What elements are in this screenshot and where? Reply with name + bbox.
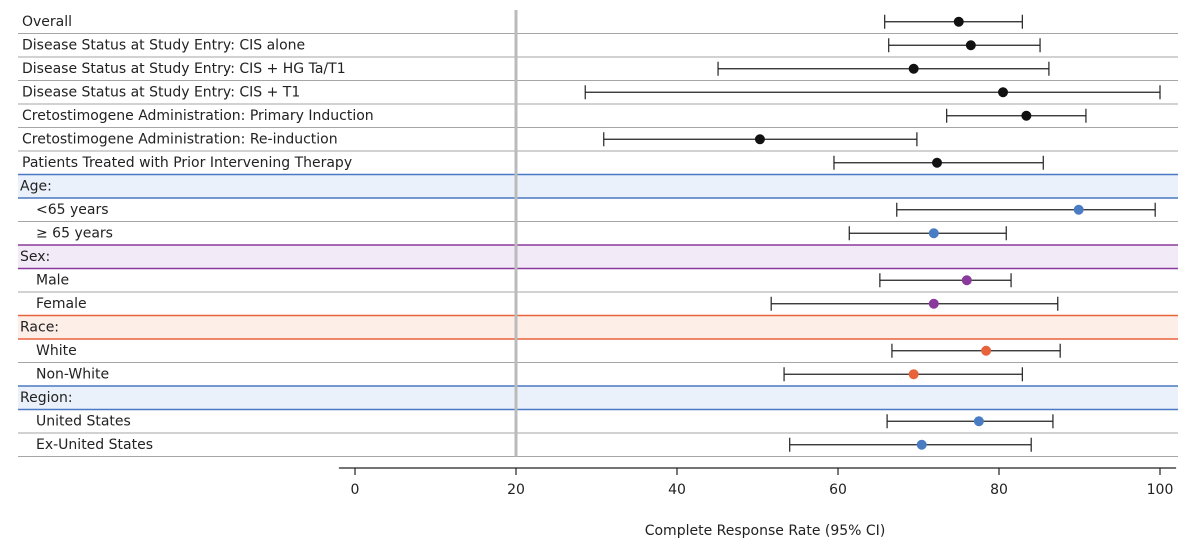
group-label: Age:	[20, 178, 52, 194]
row-label: Overall	[22, 14, 72, 30]
point-estimate	[916, 439, 927, 450]
group-band	[18, 386, 1178, 410]
point-estimate	[928, 228, 939, 239]
rows	[18, 33, 1178, 457]
row-label: Disease Status at Study Entry: CIS + T1	[22, 84, 300, 100]
point-estimate	[1021, 110, 1032, 121]
row-label: Male	[36, 272, 69, 288]
row-label: Disease Status at Study Entry: CIS alone	[22, 37, 305, 53]
point-estimate	[908, 369, 919, 380]
point-estimate	[928, 298, 939, 309]
row-label: United States	[36, 413, 131, 429]
group-band	[18, 245, 1178, 269]
row-label: Cretostimogene Administration: Re-induct…	[22, 131, 338, 147]
x-tick-label: 100	[1147, 482, 1174, 498]
row-label: <65 years	[36, 202, 109, 218]
group-band	[18, 315, 1178, 339]
row-label: Non-White	[36, 366, 109, 382]
x-tick-label: 0	[351, 482, 360, 498]
group-label: Sex:	[20, 249, 50, 265]
row-label: Patients Treated with Prior Intervening …	[22, 155, 352, 171]
row-label: White	[36, 343, 77, 359]
point-estimate	[754, 134, 765, 145]
row-label: Cretostimogene Administration: Primary I…	[22, 108, 374, 124]
point-estimate	[908, 63, 919, 74]
point-estimate	[973, 416, 984, 427]
point-estimate	[932, 157, 943, 168]
point-estimate	[998, 87, 1009, 98]
group-band	[18, 174, 1178, 198]
x-axis-label: Complete Response Rate (95% CI)	[645, 523, 886, 539]
group-label: Race:	[20, 319, 59, 335]
row-label: ≥ 65 years	[36, 225, 113, 241]
point-estimate	[981, 345, 992, 356]
x-tick-label: 80	[990, 482, 1008, 498]
point-estimate	[961, 275, 972, 286]
x-tick-label: 40	[668, 482, 686, 498]
x-tick-label: 20	[507, 482, 525, 498]
row-label: Ex-United States	[36, 437, 153, 453]
row-label: Female	[36, 296, 87, 312]
x-tick-label: 60	[829, 482, 847, 498]
row-label: Disease Status at Study Entry: CIS + HG …	[22, 61, 346, 77]
group-label: Region:	[20, 390, 73, 406]
point-estimate	[965, 40, 976, 51]
point-estimate	[953, 16, 964, 27]
point-estimate	[1073, 204, 1084, 215]
